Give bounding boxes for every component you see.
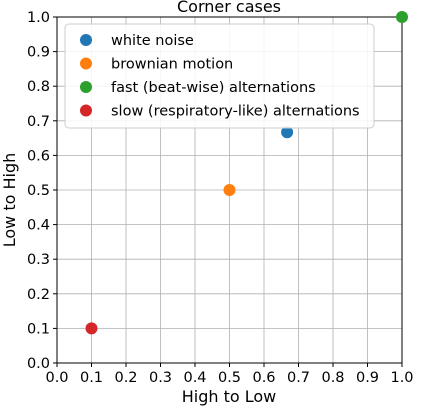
y-tick-label: 0.6 — [27, 148, 50, 164]
x-tick-label: 0.8 — [321, 370, 344, 386]
y-tick-label: 0.2 — [27, 287, 50, 303]
legend: white noise brownian motion fast (beat-wis… — [64, 23, 375, 129]
x-tick-label: 0.1 — [80, 370, 103, 386]
legend-marker — [80, 34, 92, 46]
legend-marker — [80, 81, 92, 93]
y-tick-label: 0.7 — [27, 114, 50, 130]
x-axis-ticks: 0.0 0.1 0.2 0.3 0.4 0.5 0.6 0.7 0.8 0.9 1.0 — [45, 363, 414, 386]
x-tick-label: 0.0 — [45, 370, 68, 386]
legend-entry: brownian motion — [111, 57, 233, 73]
x-tick-label: 0.4 — [183, 370, 206, 386]
legend-entry: white noise — [111, 33, 194, 49]
x-tick-label: 0.2 — [114, 370, 137, 386]
legend-entry: slow (respiratory-like) alternations — [111, 104, 360, 120]
x-axis-title: High to Low — [182, 387, 277, 406]
data-point-4 — [85, 322, 98, 335]
x-tick-label: 0.3 — [149, 370, 172, 386]
y-tick-label: 0.5 — [27, 183, 50, 199]
x-tick-label: 0.6 — [252, 370, 275, 386]
data-point-3 — [396, 11, 408, 23]
y-tick-label: 0.8 — [27, 79, 50, 95]
y-tick-label: 1.0 — [27, 10, 50, 26]
chart-title: Corner cases — [177, 0, 281, 16]
x-tick-label: 1.0 — [390, 370, 413, 386]
y-axis-title: Low to High — [0, 153, 19, 248]
y-tick-label: 0.4 — [27, 218, 50, 234]
legend-marker — [80, 57, 92, 70]
y-tick-label: 0.9 — [27, 45, 50, 61]
legend-box — [64, 23, 375, 129]
y-axis-ticks: 0.0 0.1 0.2 0.3 0.4 0.5 0.6 0.7 0.8 0.9 1.0 — [27, 10, 57, 372]
x-tick-label: 0.5 — [218, 370, 241, 386]
data-points — [85, 11, 408, 335]
y-tick-label: 0.3 — [27, 252, 50, 268]
x-tick-label: 0.7 — [287, 370, 310, 386]
y-tick-label: 0.0 — [27, 356, 50, 372]
data-point-2 — [223, 184, 236, 196]
y-tick-label: 0.1 — [27, 321, 50, 337]
data-point-1 — [281, 126, 294, 139]
legend-entry: fast (beat-wise) alternations — [111, 80, 316, 96]
legend-marker — [80, 104, 92, 117]
x-tick-label: 0.9 — [356, 370, 379, 386]
